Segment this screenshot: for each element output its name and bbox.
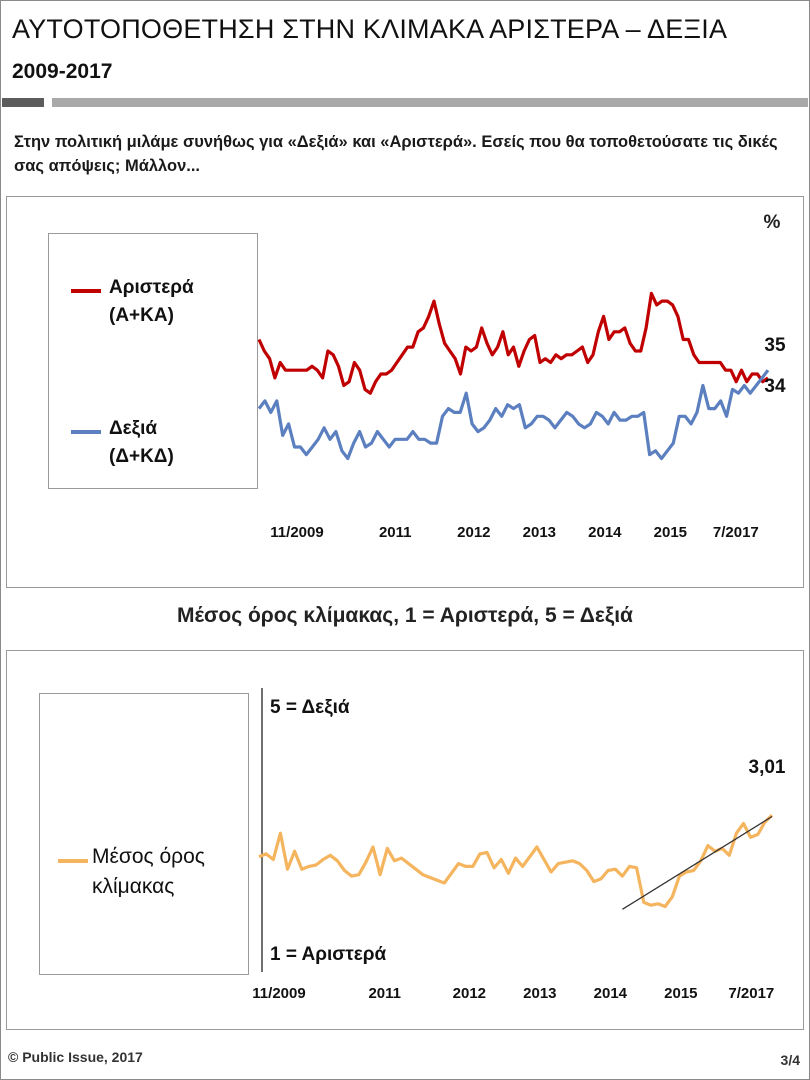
chart2-x-tick-label: 7/2017 <box>728 985 774 1002</box>
chart1-x-tick-label: 7/2017 <box>713 524 759 541</box>
chart1-x-tick-label: 2012 <box>457 524 490 541</box>
header-divider-bar <box>52 98 808 107</box>
y-label-bottom: 1 = Αριστερά <box>270 944 387 965</box>
end-label-left: 34 <box>764 376 786 397</box>
chart2-x-tick-label: 2015 <box>664 985 697 1002</box>
series-line-left <box>257 291 769 395</box>
series-line-right <box>257 369 770 461</box>
chart1-x-tick-label: 2015 <box>654 524 687 541</box>
legend-label-left: Αριστερά (Α+ΚΑ) <box>109 277 194 326</box>
section-title-mean: Μέσος όρος κλίμακας, 1 = Αριστερά, 5 = Δ… <box>177 604 633 627</box>
legend-label-right: Δεξιά (Δ+ΚΔ) <box>109 418 174 467</box>
chart2-x-tick-label: 2013 <box>523 985 556 1002</box>
page-subtitle: 2009-2017 <box>12 60 113 83</box>
unit-label: % <box>764 212 781 233</box>
y-label-top: 5 = Δεξιά <box>270 697 350 718</box>
chart2-x-tick-label: 2012 <box>453 985 486 1002</box>
page-title: ΑΥΤΟΤΟΠΟΘΕΤΗΣΗ ΣΤΗΝ ΚΛΙΜΑΚΑ ΑΡΙΣΤΕΡΑ – Δ… <box>12 14 728 44</box>
series-line-mean <box>258 814 774 909</box>
chart1-x-tick-label: 2014 <box>588 524 622 541</box>
left-right-line-chart: % 11/2009 2011 2012 2013 2014 2015 7/2017 35 3… <box>257 212 786 541</box>
chart2-x-tick-label: 11/2009 <box>252 985 305 1002</box>
chart-panel-mean: Μέσος όρος κλίμακας <box>6 650 804 1030</box>
end-label-right: 35 <box>764 335 786 356</box>
survey-question: Στην πολιτική μιλάμε συνήθως για «Δεξιά»… <box>14 133 778 175</box>
chart1-x-tick-label: 11/2009 <box>270 524 323 541</box>
end-label-mean: 3,01 <box>749 757 786 778</box>
page-number: 3/4 <box>780 1052 800 1068</box>
chart-panel-left-right: Αριστερά (Α+ΚΑ) Δεξιά (Δ+ΚΔ) <box>6 196 804 588</box>
header-accent-bar <box>2 98 44 107</box>
trend-line <box>622 815 773 910</box>
legend-swatch-left <box>71 289 101 293</box>
chart2-x-tick-label: 2011 <box>368 985 401 1002</box>
legend-box-mean: Μέσος όρος κλίμακας <box>39 693 249 975</box>
legend-label-mean: Μέσος όρος κλίμακας <box>92 845 205 898</box>
chart1-x-tick-label: 2013 <box>523 524 556 541</box>
legend-swatch-mean <box>58 859 88 863</box>
legend-swatch-right <box>71 430 101 434</box>
chart1-x-tick-label: 2011 <box>379 524 412 541</box>
chart2-x-tick-label: 2014 <box>594 985 628 1002</box>
copyright-text: © Public Issue, 2017 <box>8 1049 143 1065</box>
legend-box: Αριστερά (Α+ΚΑ) Δεξιά (Δ+ΚΔ) <box>48 233 258 489</box>
